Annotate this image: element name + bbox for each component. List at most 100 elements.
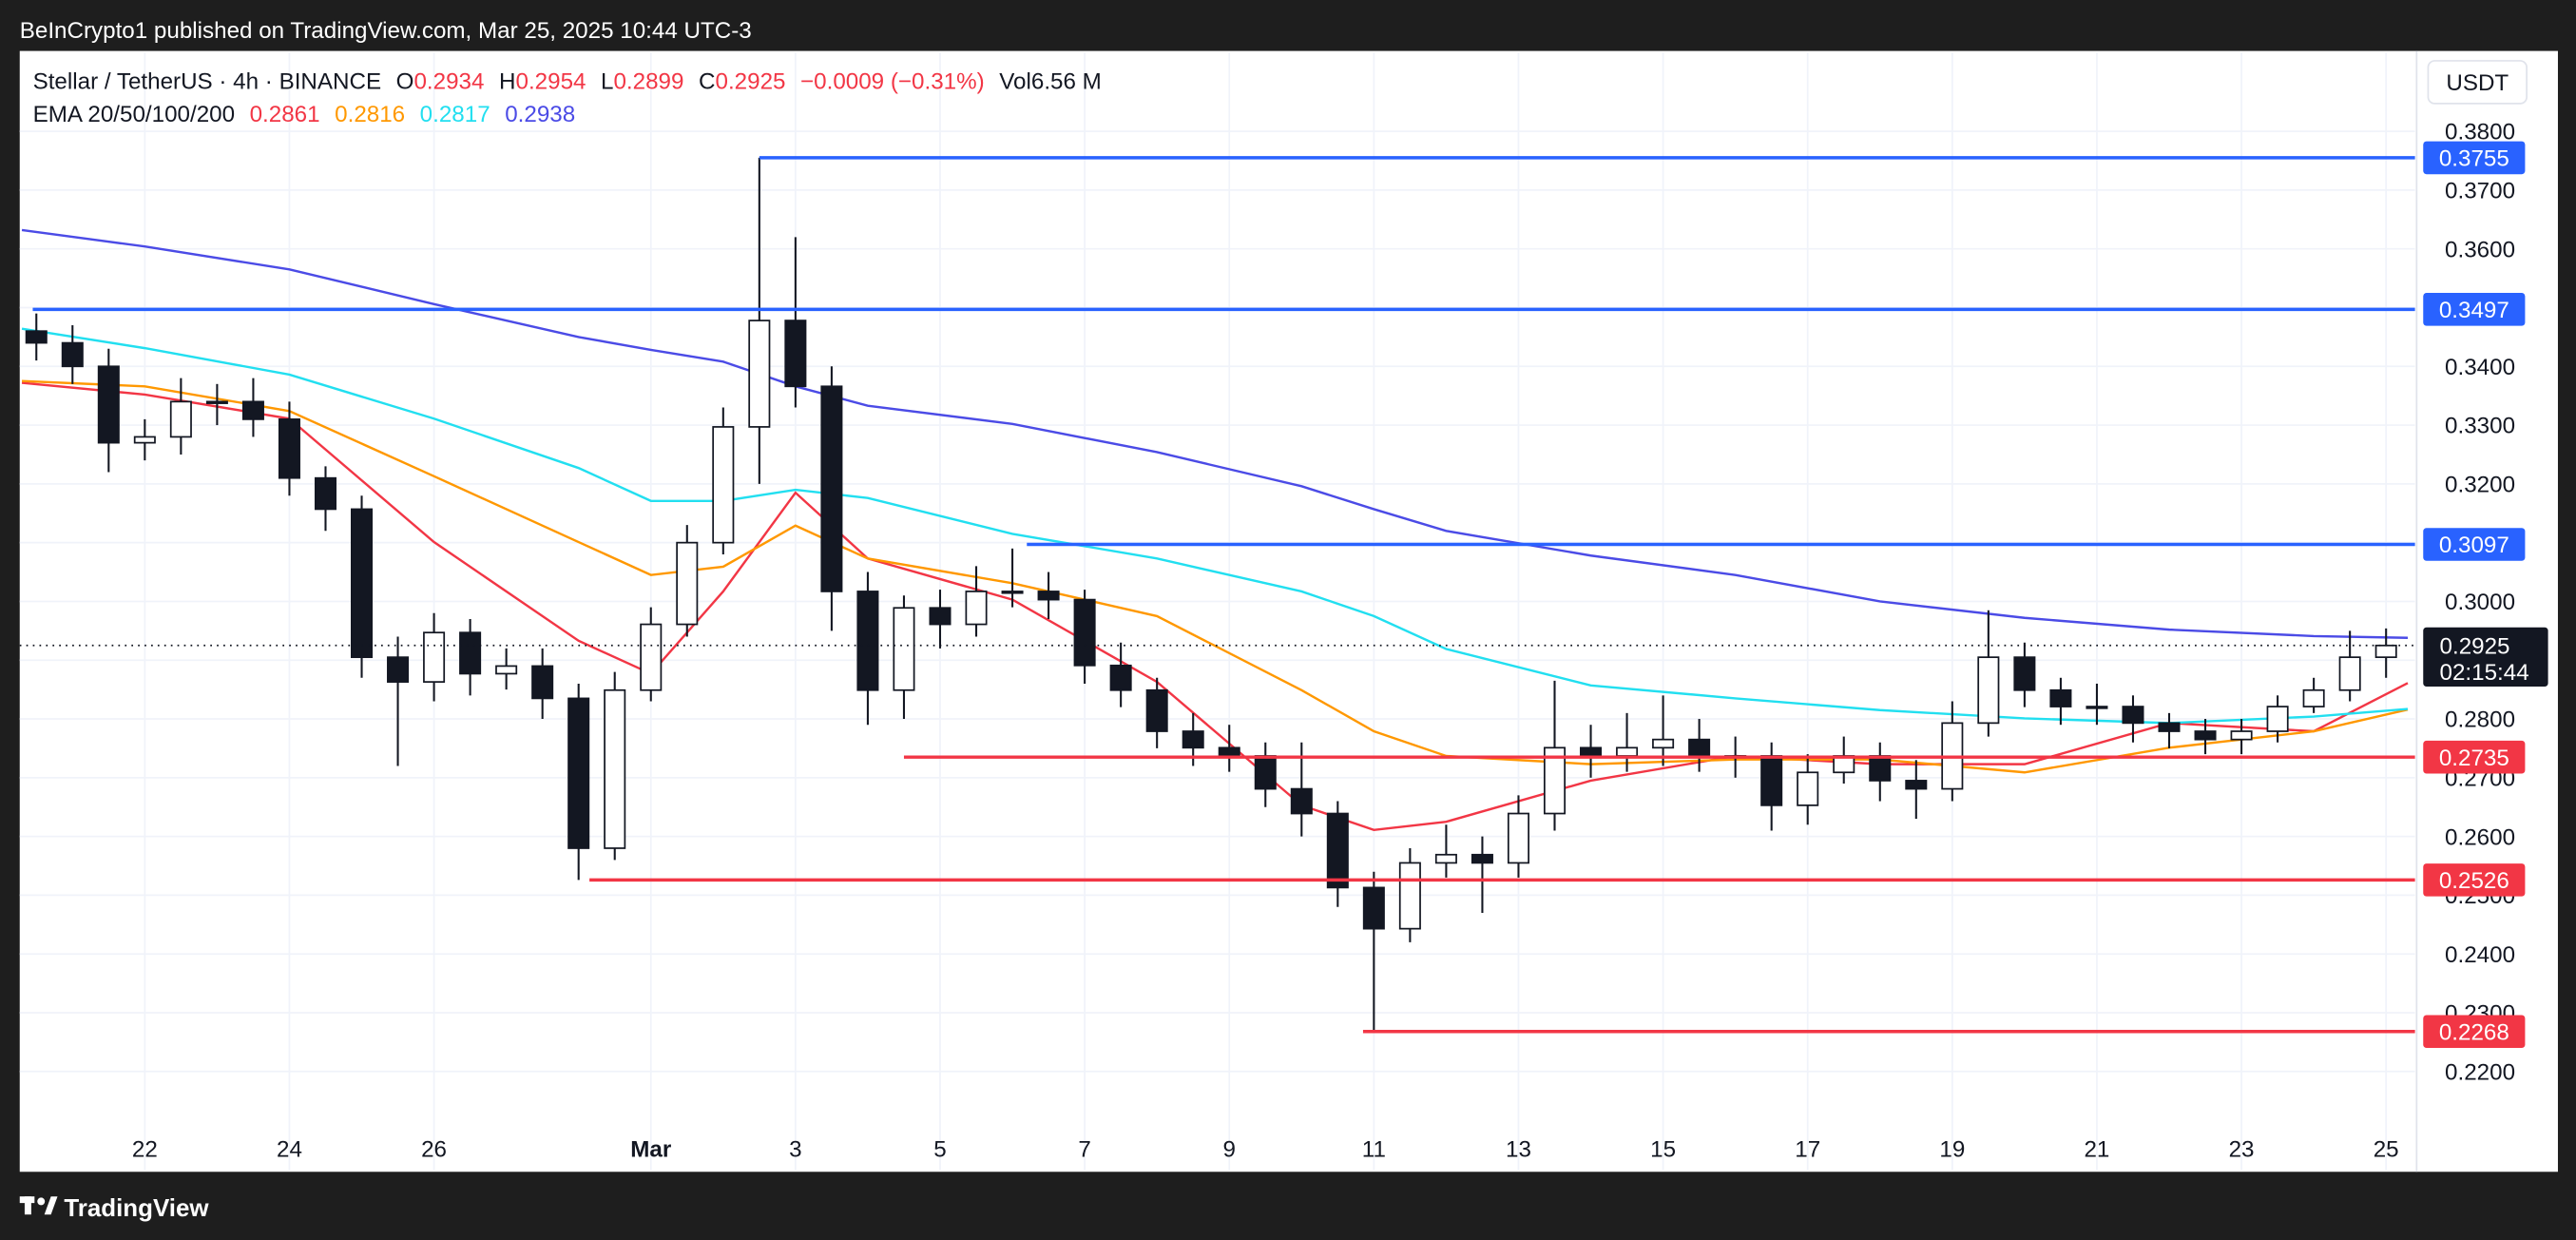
legend-ema-value: 0.2861: [250, 102, 320, 127]
legend-field-label: H: [499, 68, 515, 94]
candle-body: [1580, 746, 1603, 757]
logo-part: [24, 1196, 31, 1215]
legend-field-label: L: [601, 68, 613, 94]
level-badge: [2423, 740, 2526, 774]
candle-body: [133, 436, 156, 444]
level-badge: [2423, 528, 2526, 561]
legend-ema-label: EMA 20/50/100/200: [33, 102, 235, 127]
candle-body: [604, 688, 626, 849]
level-badge: [2423, 863, 2526, 897]
candle-body: [423, 631, 446, 683]
x-tick-label: 24: [277, 1137, 302, 1163]
candle-body: [1362, 886, 1385, 930]
candle-body: [1797, 771, 1819, 806]
level-label: 0.2735: [2439, 746, 2509, 771]
candle-body: [241, 400, 264, 420]
x-tick-label: 11: [1362, 1137, 1386, 1163]
candle-body: [567, 697, 590, 849]
candle-body: [929, 607, 952, 626]
legend-field-value: 0.2954: [516, 68, 586, 94]
legend-ema-value: 0.2816: [335, 102, 405, 127]
y-tick-label: 0.3300: [2445, 414, 2515, 439]
candle-body: [1037, 591, 1060, 601]
candle-body: [2338, 656, 2361, 691]
currency-label: USDT: [2446, 70, 2509, 96]
legend-field-value: 0.2934: [413, 68, 484, 94]
legend-field-label: O: [396, 68, 414, 94]
candle-body: [1218, 746, 1240, 757]
candle-body: [1471, 853, 1493, 864]
x-tick-label: 17: [1795, 1137, 1820, 1163]
candle-body: [2049, 688, 2072, 707]
legend-ema-value: 0.2817: [420, 102, 490, 127]
candle-body: [25, 330, 48, 344]
level-badge: [2423, 293, 2526, 326]
candle-body: [2230, 730, 2253, 741]
x-tick-label: 3: [789, 1137, 801, 1163]
candle-body: [2013, 656, 2036, 691]
x-tick-label: 22: [132, 1137, 158, 1163]
y-tick-label: 0.3200: [2445, 473, 2515, 498]
level-badge: [2423, 1015, 2526, 1049]
candle-body: [2302, 688, 2325, 707]
currency-button[interactable]: [2427, 60, 2528, 105]
legend-volume-label: Vol: [999, 68, 1031, 94]
candle-body: [1760, 755, 1783, 806]
candle-body: [712, 426, 735, 544]
candle-body: [1398, 862, 1421, 930]
candle-body: [495, 665, 518, 675]
candle-body: [1434, 853, 1457, 864]
candle-body: [676, 541, 699, 626]
candle-body: [205, 400, 228, 404]
publisher: BeInCrypto1 published on TradingView.com…: [20, 18, 752, 44]
candle-body: [459, 631, 482, 675]
candle-body: [2086, 706, 2108, 709]
ema-line: [21, 228, 2409, 639]
brand: TradingView: [64, 1195, 209, 1222]
x-tick-label: 21: [2084, 1137, 2109, 1163]
x-tick-label: 23: [2229, 1137, 2255, 1163]
y-tick-label: 0.3000: [2445, 590, 2515, 615]
candle-body: [1616, 746, 1639, 757]
candle-body: [1905, 780, 1928, 790]
candle-body: [1688, 738, 1711, 757]
candle-body: [387, 656, 410, 683]
candle-body: [965, 591, 988, 626]
candle-body: [1182, 730, 1204, 749]
candle-body: [748, 320, 771, 428]
y-tick-label: 0.3600: [2445, 237, 2515, 262]
candle-body: [1145, 688, 1168, 732]
legend-ema-value: 0.2938: [505, 102, 575, 127]
candle-body: [2158, 722, 2181, 732]
candle-body: [1869, 755, 1892, 782]
y-tick-label: 0.3700: [2445, 179, 2515, 204]
candle-body: [820, 385, 843, 592]
x-tick-label: 5: [933, 1137, 946, 1163]
level-badge: [2423, 141, 2526, 175]
candle-body: [640, 623, 663, 691]
y-tick-label: 0.2400: [2445, 942, 2515, 968]
candle-body: [1290, 787, 1313, 815]
candle-body: [531, 665, 554, 700]
candle-body: [2266, 706, 2289, 732]
candle-body: [2194, 730, 2217, 741]
legend-row: EMA 20/50/100/200 0.2861 0.2816 0.2817 0.293…: [33, 102, 576, 127]
candle-body: [1652, 738, 1675, 749]
y-tick-label: 0.3400: [2445, 355, 2515, 380]
legend-row: Stellar / TetherUS · 4h · BINANCE O0.2934…: [33, 68, 1102, 94]
countdown: 02:15:44: [2440, 660, 2529, 686]
level-label: 0.2526: [2439, 868, 2509, 894]
logo: [19, 1196, 58, 1215]
y-tick-label: 0.3800: [2445, 120, 2515, 145]
y-tick-label: 0.2800: [2445, 707, 2515, 733]
last-price-label: 0.2925: [2440, 633, 2510, 659]
candle-body: [1001, 591, 1024, 594]
x-tick-label: 13: [1506, 1137, 1531, 1163]
logo-part: [44, 1196, 58, 1215]
candle-body: [1977, 656, 2000, 725]
candle-body: [1326, 812, 1349, 889]
level-label: 0.3097: [2439, 533, 2509, 558]
